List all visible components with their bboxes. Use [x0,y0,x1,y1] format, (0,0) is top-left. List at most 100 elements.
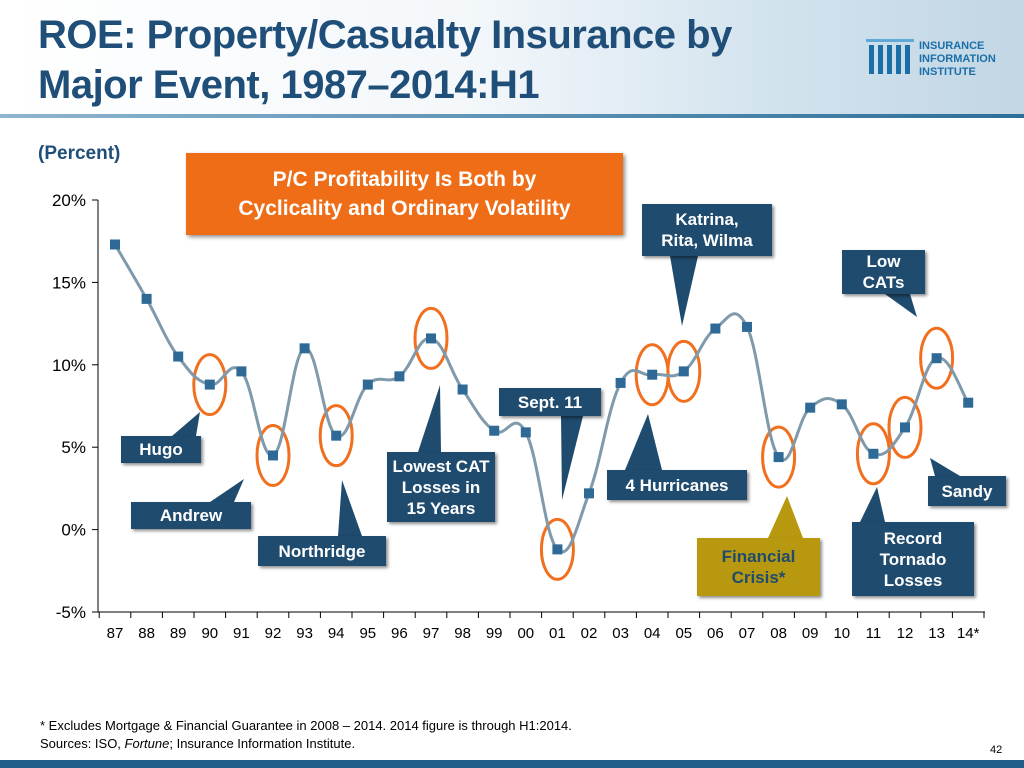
sources-prefix: Sources: ISO, [40,736,125,751]
data-point-89 [173,351,184,362]
highlight-circle-01 [539,517,575,581]
record-tornado-pointer [860,487,885,522]
page-title-line-2: Major Event, 1987–2014:H1 [38,63,540,107]
data-point-06 [710,323,721,334]
lowest-cat-pointer [418,385,441,452]
highlight-circle-08 [761,425,797,489]
highlight-circle-11 [855,422,891,486]
callout-hugo-label: Hugo [139,440,183,459]
callout-northridge: Northridge [258,536,386,566]
logo-text: INSURANCE INFORMATION INSTITUTE [919,40,1019,79]
iii-logo-icon [866,39,914,74]
data-point-10 [836,399,847,410]
banner-line-2: Cyclicality and Ordinary Volatility [238,197,571,220]
data-point-13 [931,353,942,364]
x-tick-label: 11 [866,625,882,642]
footnote-line: * Excludes Mortgage & Financial Guarante… [40,718,572,733]
logo-line-2: INFORMATION [919,53,996,65]
data-point-03 [615,377,626,388]
bottom-bar [0,760,1024,768]
x-tick-label: 87 [107,625,124,642]
data-point-96 [394,371,405,382]
data-point-94 [331,430,342,441]
x-tick-label: 10 [833,625,850,642]
data-point-99 [489,425,500,436]
callout-katrina: Katrina, Rita, Wilma [642,204,772,256]
page-title: ROE: Property/Casualty Insurance by Majo… [38,10,838,110]
logo-line-3: INSTITUTE [919,66,976,78]
x-tick-label: 09 [802,625,819,642]
data-point-09 [805,402,816,413]
callout-low-cats-line-1: Low [866,252,901,271]
y-tick-label: 10% [52,356,86,375]
callout-four-hurricanes: 4 Hurricanes [607,470,747,500]
data-point-90 [204,379,215,390]
x-tick-label: 03 [612,625,629,642]
highlight-circle-92 [255,423,291,487]
sandy-pointer [930,458,960,476]
x-tick-label: 96 [391,625,408,642]
callout-four-hurricanes-label: 4 Hurricanes [625,475,729,495]
x-tick-label: 95 [359,625,376,642]
callout-lowest-cat: Lowest CAT Losses in 15 Years [387,452,495,522]
data-point-14* [963,397,974,408]
highlight-circle-90 [192,353,228,417]
chart-axes: -5% 0% 5% 10% 15% 20% 87 88 89 90 91 92 93 94 95 96 97 98… [52,191,985,642]
highlight-circle-13 [919,326,955,390]
callout-sept11-label: Sept. 11 [517,392,583,412]
x-tick-label: 90 [201,625,218,642]
data-point-91 [236,366,247,377]
sources-line: Sources: ISO, Fortune; Insurance Informa… [40,735,940,753]
sources-suffix: ; Insurance Information Institute. [169,736,356,751]
x-tick-label: 92 [265,625,282,642]
footnote: * Excludes Mortgage & Financial Guarante… [40,717,940,753]
data-point-98 [457,384,468,395]
x-tick-label: 07 [739,625,756,642]
x-tick-label: 05 [675,625,692,642]
x-tick-label: 88 [138,625,155,642]
y-tick-label: 0% [61,521,86,540]
callout-katrina-line-2: Rita, Wilma [661,231,753,250]
data-point-87 [110,239,120,250]
northridge-pointer [338,480,362,536]
x-tick-label: 13 [928,625,945,642]
page-title-line-1: ROE: Property/Casualty Insurance by [38,13,732,57]
callout-andrew: Andrew [131,502,251,529]
data-point-02 [584,488,594,499]
callout-sandy: Sandy [928,476,1006,506]
sept11-pointer [561,416,583,500]
callout-sandy-label: Sandy [941,481,993,501]
callout-hugo: Hugo [121,436,201,463]
data-point-92 [268,450,278,461]
roe-series-line [113,243,970,554]
x-tick-label: 06 [707,625,724,642]
callout-northridge-label: Northridge [278,541,366,561]
highlight-circle-12 [887,395,923,459]
data-point-08 [773,452,784,463]
highlight-circle-97 [413,306,449,370]
data-point-07 [742,321,752,332]
x-tick-label: 02 [581,625,598,642]
hugo-pointer [172,412,200,436]
sources-italic: Fortune [124,736,170,751]
y-tick-label: 20% [52,191,86,210]
highlight-circles [192,306,955,581]
data-point-04 [647,369,658,380]
x-tick-label: 91 [233,625,250,642]
x-tick-label: 94 [328,625,345,642]
header-band [0,0,1024,118]
data-point-11 [868,448,879,459]
four-hurricanes-pointer [625,414,662,470]
header-rule [0,114,1024,118]
x-tick-label: 12 [897,625,914,642]
x-tick-label: 04 [644,625,661,642]
x-tick-label: 01 [549,625,566,642]
callout-andrew-label: Andrew [159,506,223,525]
x-tick-label: 93 [296,625,313,642]
callout-record-line-3: Losses [883,570,943,590]
callout-katrina-line-1: Katrina, [675,210,739,229]
highlight-circle-94 [318,404,354,468]
callout-record-line-1: Record [883,528,943,548]
x-tick-label: 14* [957,625,980,642]
